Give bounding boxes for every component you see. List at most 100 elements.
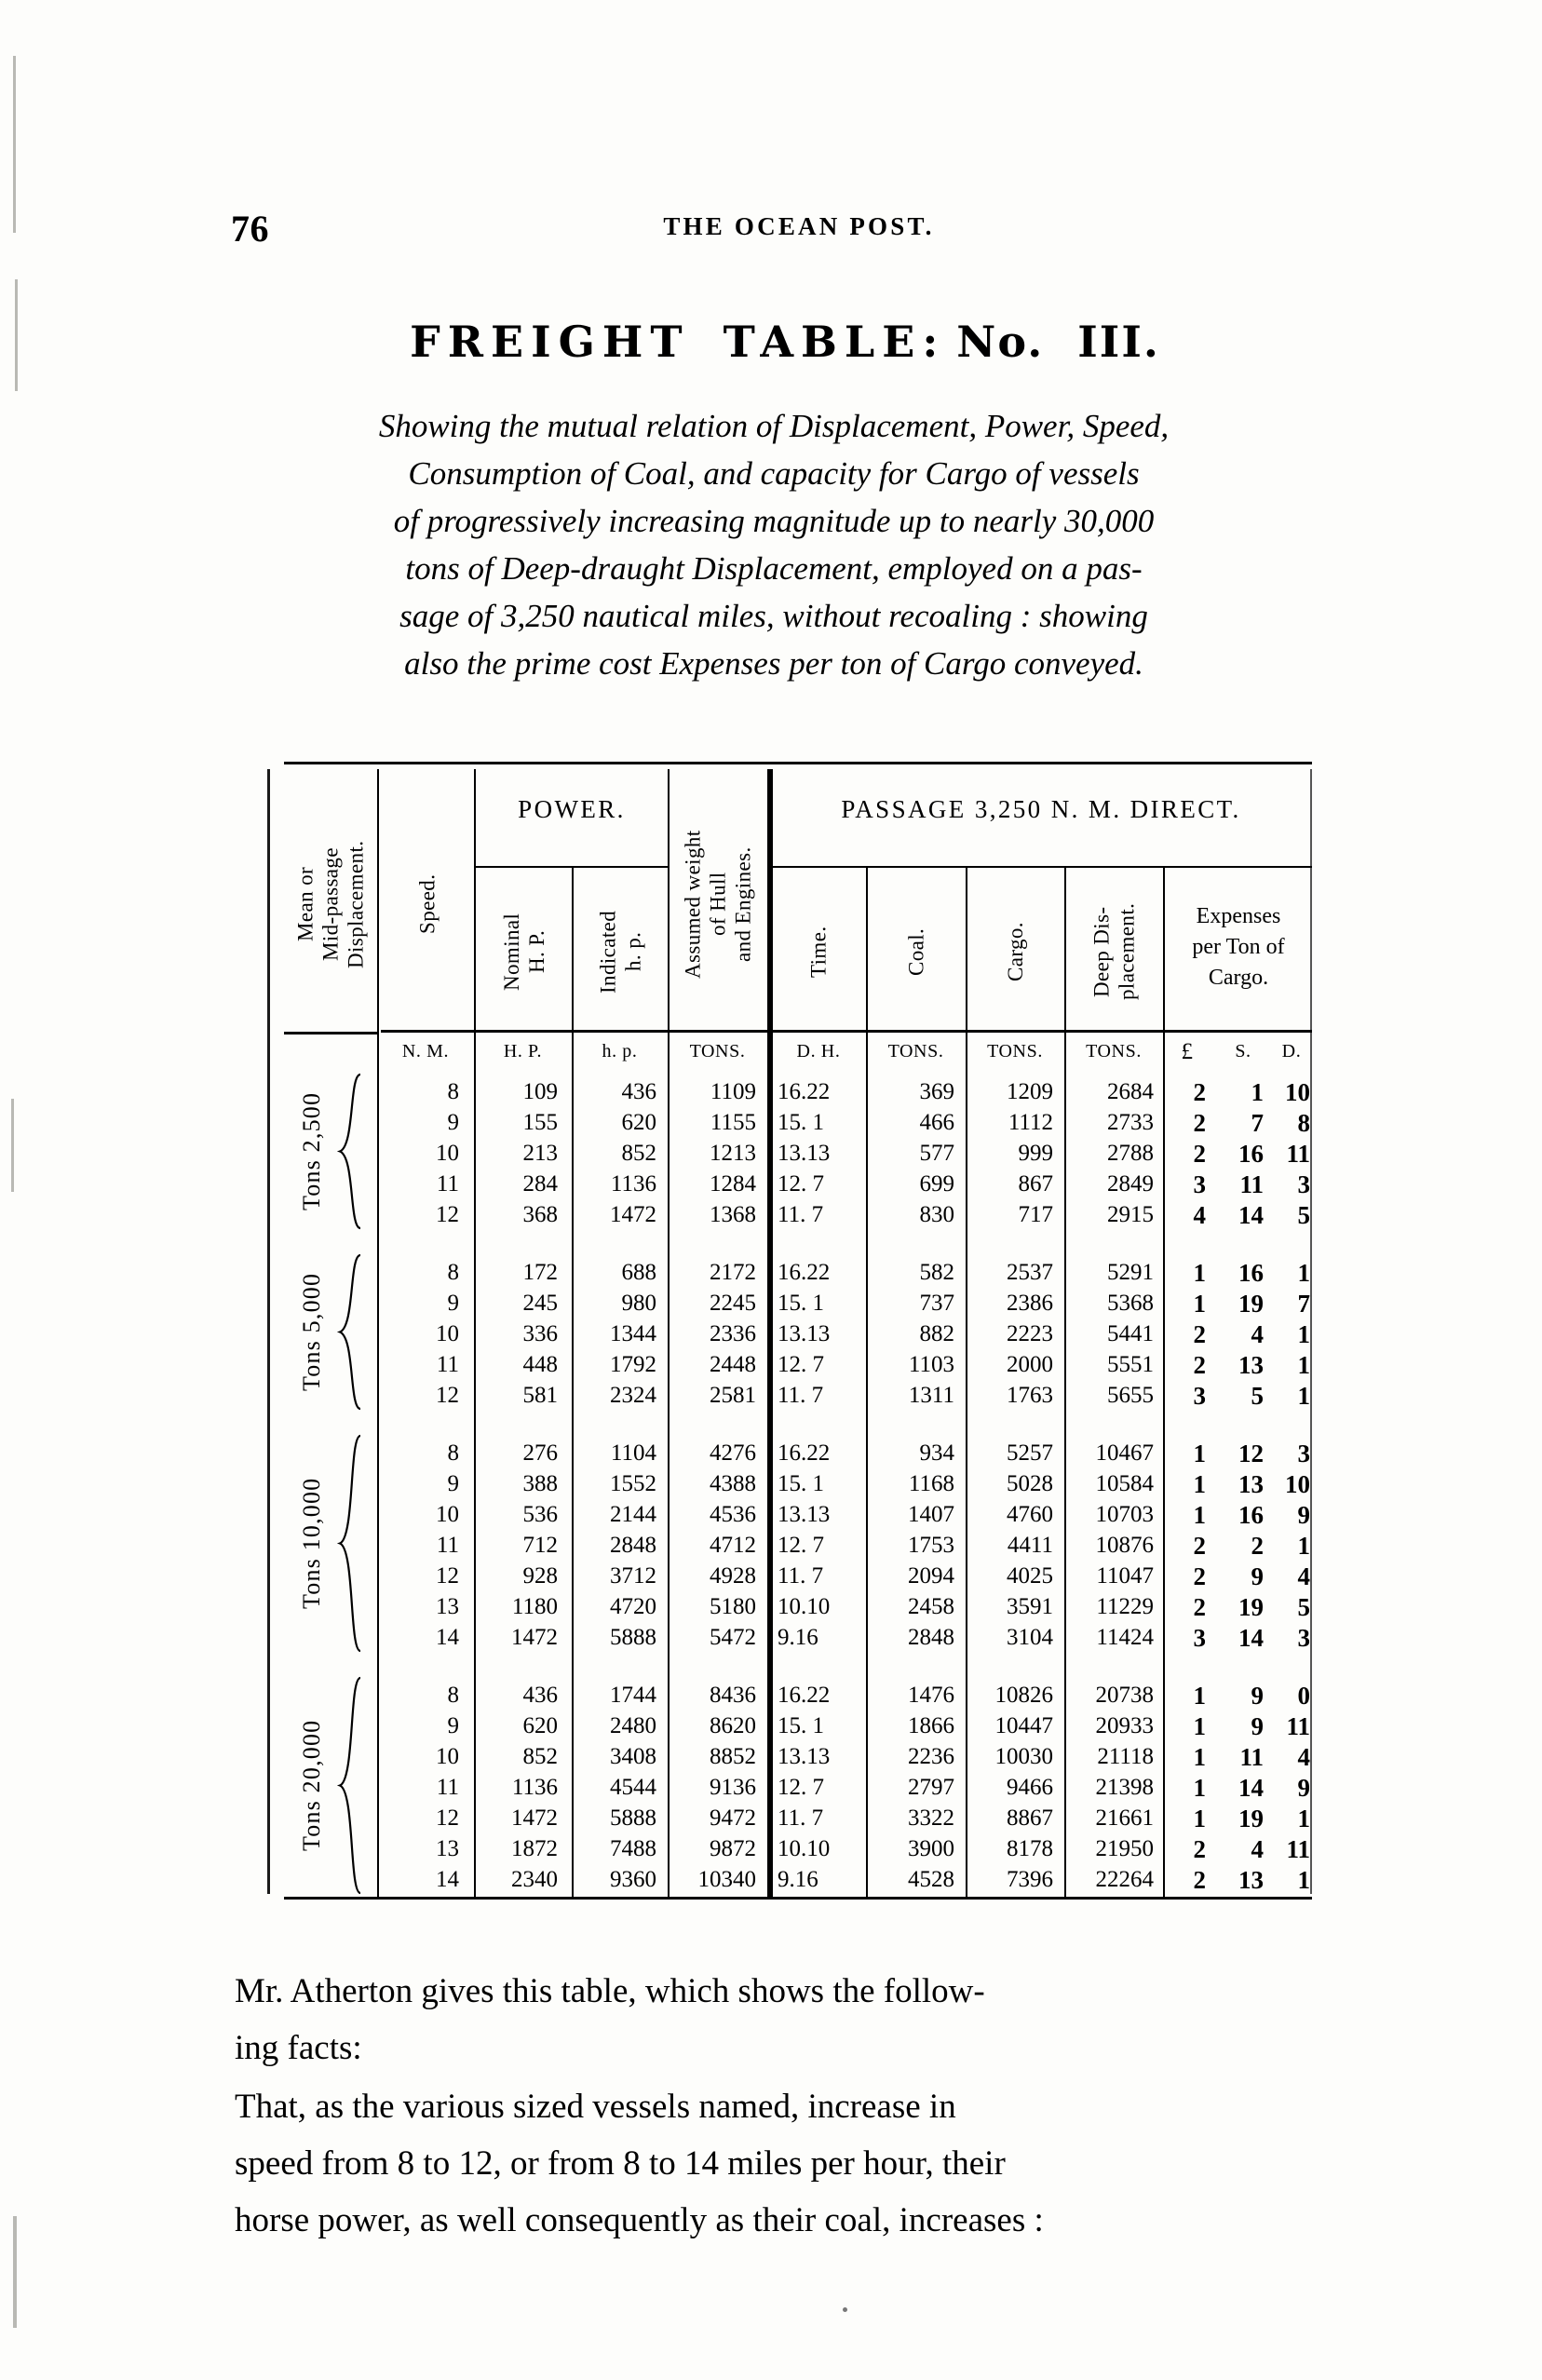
table-cell-cargo: 1763	[1007, 1383, 1053, 1408]
table-cell-nominal: 2340	[511, 1867, 558, 1892]
table-cell-time: 15. 1	[778, 1110, 824, 1135]
body-paragraph-2: That, as the various sized vessels named…	[235, 2078, 1319, 2249]
table-cell-d: 5	[1297, 1593, 1311, 1621]
paragraph-line: That, as the various sized vessels named…	[235, 2088, 956, 2126]
unit-pounds: £	[1167, 1039, 1208, 1065]
description-line: also the prime cost Expenses per ton of …	[404, 645, 1143, 682]
unit-label: TONS.	[1086, 1041, 1142, 1062]
row-group-brace	[336, 1253, 364, 1411]
table-cell-time: 10.10	[778, 1836, 831, 1861]
table-cell-speed: 8	[447, 1079, 460, 1104]
unit-label: TONS.	[887, 1041, 944, 1062]
table-cell-deep: 5441	[1107, 1321, 1154, 1346]
table-cell-d: 5	[1297, 1201, 1311, 1229]
table-cell-s: 4	[1251, 1320, 1265, 1348]
power-header-underline	[476, 866, 668, 868]
table-cell-speed: 12	[436, 1563, 459, 1589]
table-cell-coal: 934	[919, 1440, 955, 1466]
table-cell-cargo: 10030	[994, 1744, 1054, 1769]
description-line: Consumption of Coal, and capacity for Ca…	[408, 455, 1140, 492]
table-cell-assumed: 4928	[710, 1563, 756, 1589]
table-cell-time: 13.13	[778, 1502, 831, 1527]
table-cell-speed: 9	[447, 1291, 460, 1316]
unit-speed: N. M.	[379, 1041, 472, 1062]
table-cell-l: 2	[1193, 1078, 1207, 1106]
paragraph-line: Mr. Atherton gives this table, which sho…	[235, 1972, 985, 2010]
table-cell-nominal: 276	[522, 1440, 559, 1466]
column-header-nominal-hp: Nominal H. P.	[480, 877, 569, 1026]
table-cell-time: 16.22	[778, 1440, 831, 1466]
table-cell-nominal: 368	[522, 1202, 559, 1227]
table-cell-speed: 12	[436, 1383, 459, 1408]
column-rule-coal	[966, 866, 967, 1897]
table-cell-indicated: 5888	[610, 1625, 656, 1650]
table-cell-l: 2	[1193, 1532, 1207, 1560]
table-cell-s: 9	[1251, 1682, 1265, 1710]
table-cell-deep: 11424	[1096, 1625, 1154, 1650]
table-cell-indicated: 436	[621, 1079, 657, 1104]
table-cell-coal: 1866	[908, 1713, 954, 1738]
table-cell-s: 14	[1238, 1774, 1264, 1802]
page-number: 76	[231, 208, 269, 250]
table-cell-nominal: 172	[522, 1260, 559, 1285]
table-cell-nominal: 388	[522, 1471, 559, 1496]
table-cell-deep: 2788	[1107, 1141, 1154, 1166]
table-cell-cargo: 867	[1018, 1171, 1054, 1197]
table-cell-s: 11	[1239, 1170, 1264, 1198]
header-line: Mean or	[293, 866, 318, 942]
table-cell-coal: 2094	[908, 1563, 954, 1589]
group-header-power: POWER.	[478, 797, 666, 822]
table-cell-time: 13.13	[778, 1141, 831, 1166]
header-line: Time.	[806, 926, 831, 978]
table-cell-cargo: 3591	[1007, 1594, 1053, 1619]
table-cell-deep: 20738	[1095, 1683, 1155, 1708]
table-cell-deep: 2849	[1107, 1171, 1154, 1197]
table-cell-nominal: 928	[522, 1563, 559, 1589]
table-cell-assumed: 1213	[710, 1141, 756, 1166]
table-cell-coal: 3900	[908, 1836, 954, 1861]
table-cell-assumed: 1368	[710, 1202, 756, 1227]
table-cell-speed: 9	[447, 1110, 460, 1135]
table-cell-time: 10.10	[778, 1594, 831, 1619]
table-cell-time: 11. 7	[778, 1383, 824, 1408]
table-cell-indicated: 2848	[610, 1533, 656, 1558]
table-cell-deep: 2915	[1107, 1202, 1154, 1227]
table-cell-nominal: 336	[522, 1321, 559, 1346]
table-cell-cargo: 5257	[1007, 1440, 1053, 1466]
header-line: placement.	[1115, 902, 1139, 1001]
column-rule-speed	[377, 769, 379, 1897]
table-cell-l: 4	[1193, 1201, 1207, 1229]
unit-label: D.	[1281, 1041, 1302, 1062]
table-cell-assumed: 2448	[710, 1352, 756, 1377]
table-cell-cargo: 4411	[1007, 1533, 1053, 1558]
table-cell-cargo: 1209	[1007, 1079, 1053, 1104]
table-cell-nominal: 1872	[511, 1836, 558, 1861]
header-line: Displacement.	[344, 840, 368, 968]
table-cell-speed: 10	[436, 1321, 459, 1346]
table-cell-coal: 582	[919, 1260, 955, 1285]
freight-table: Mean or Mid-passage Displacement. Speed.…	[267, 762, 1312, 1900]
row-group-brace	[336, 1434, 364, 1653]
running-title: THE OCEAN POST.	[663, 212, 935, 240]
table-cell-indicated: 9360	[610, 1867, 656, 1892]
unit-label: TONS.	[689, 1041, 746, 1062]
group-header-passage: PASSAGE 3,250 N. M. DIRECT.	[771, 797, 1311, 822]
table-cell-d: 9	[1297, 1501, 1311, 1529]
column-rule-cargo	[1064, 866, 1066, 1897]
table-cell-coal: 2236	[908, 1744, 954, 1769]
table-cell-l: 1	[1193, 1501, 1207, 1529]
paragraph-line: ing facts:	[235, 2029, 362, 2067]
table-cell-assumed: 1155	[710, 1110, 756, 1135]
header-line: Deep Dis-	[1089, 906, 1114, 997]
table-cell-coal: 1753	[908, 1533, 954, 1558]
table-cell-cargo: 717	[1018, 1202, 1054, 1227]
table-cell-indicated: 852	[621, 1141, 657, 1166]
table-cell-assumed: 1109	[710, 1079, 756, 1104]
table-cell-indicated: 1472	[610, 1202, 656, 1227]
table-cell-deep: 11229	[1096, 1594, 1154, 1619]
header-line: Expenses	[1196, 904, 1281, 928]
table-cell-assumed: 2581	[710, 1383, 756, 1408]
table-cell-time: 12. 7	[778, 1352, 824, 1377]
header-bottom-rule-left	[284, 1032, 378, 1034]
